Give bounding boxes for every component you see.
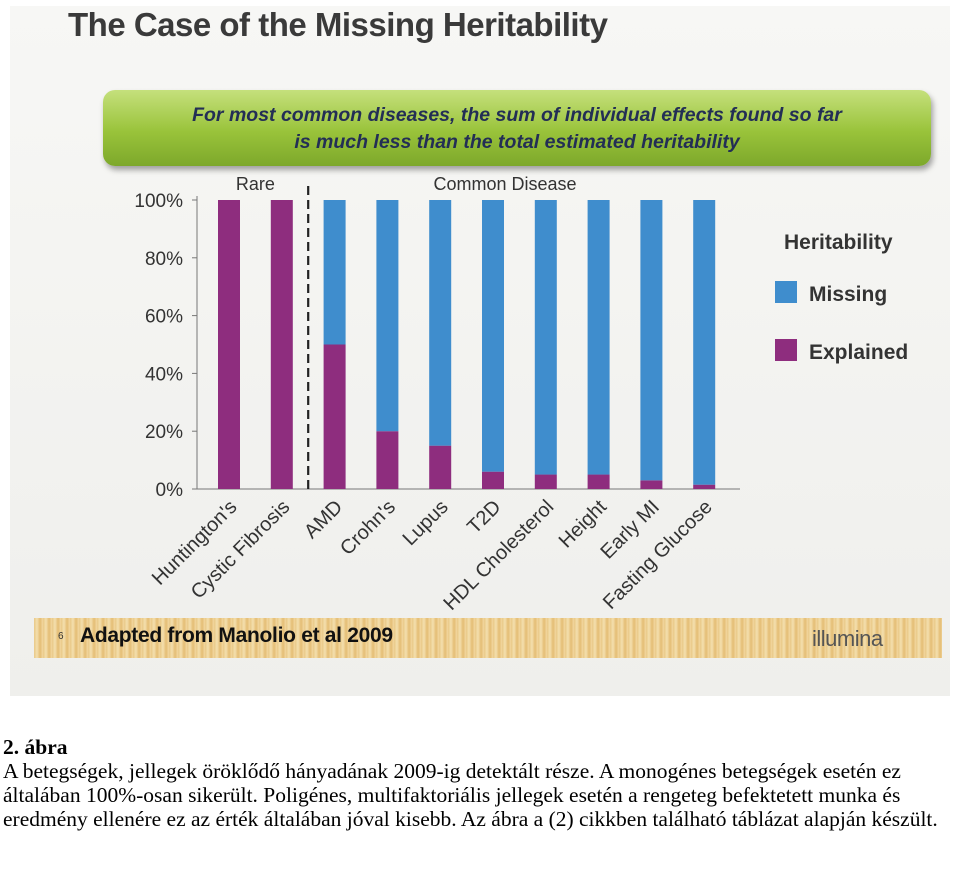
banner-line-2: is much less than the total estimated he… (294, 131, 740, 153)
bar-missing-amd (323, 200, 346, 345)
bar-missing-lupus (429, 200, 452, 446)
bar-explained-early-mi (640, 480, 663, 489)
x-category-label: AMD (300, 496, 347, 543)
bar-missing-crohn-s (376, 200, 399, 432)
caption-heading: 2. ábra (3, 735, 68, 759)
bar-explained-huntington-s (218, 200, 240, 489)
group-label-common: Common Disease (433, 174, 576, 194)
x-category-label: Lupus (399, 496, 453, 550)
bar-explained-height (587, 474, 610, 489)
x-category-label: T2D (463, 496, 505, 538)
brand-logo: illumina (812, 626, 883, 651)
bar-missing-t2d (482, 200, 504, 472)
banner-line-1: For most common diseases, the sum of ind… (192, 104, 842, 126)
group-label-rare: Rare (236, 174, 275, 194)
y-tick-label: 40% (145, 364, 183, 385)
bar-missing-fasting-glucose (693, 200, 716, 485)
bar-explained-crohn-s (376, 431, 399, 489)
footer-band (34, 618, 942, 658)
y-tick-label: 20% (145, 422, 183, 443)
bar-explained-lupus (429, 445, 452, 489)
slide-title: The Case of the Missing Heritability (68, 6, 608, 43)
slide-number: 6 (58, 631, 64, 642)
slide-image: The Case of the Missing Heritability For… (10, 6, 950, 696)
legend-label-explained: Explained (809, 341, 908, 364)
bar-explained-amd (323, 344, 346, 489)
y-tick-label: 60% (145, 307, 183, 328)
bar-explained-cystic-fibrosis (270, 200, 293, 489)
summary-banner: For most common diseases, the sum of ind… (103, 90, 931, 166)
source-note: Adapted from Manolio et al 2009 (80, 624, 393, 647)
caption-text: A betegségek, jellegek öröklődő hányadán… (3, 759, 938, 831)
legend-title: Heritability (784, 231, 893, 254)
y-tick-label: 80% (145, 249, 183, 270)
legend-label-missing: Missing (809, 283, 887, 306)
x-category-label: Crohn's (336, 496, 400, 560)
bar-explained-t2d (482, 471, 504, 489)
bar-explained-fasting-glucose (693, 484, 716, 489)
bar-missing-height (587, 200, 610, 475)
bar-missing-early-mi (640, 200, 663, 481)
y-tick-label: 100% (134, 191, 183, 212)
bar-missing-hdl-cholesterol (534, 200, 557, 475)
legend-swatch-explained (775, 339, 797, 361)
y-tick-label: 0% (156, 480, 184, 501)
figure-caption: 2. ábra A betegségek, jellegek öröklődő … (3, 735, 955, 831)
legend-swatch-missing (775, 281, 797, 303)
bar-explained-hdl-cholesterol (534, 474, 557, 489)
